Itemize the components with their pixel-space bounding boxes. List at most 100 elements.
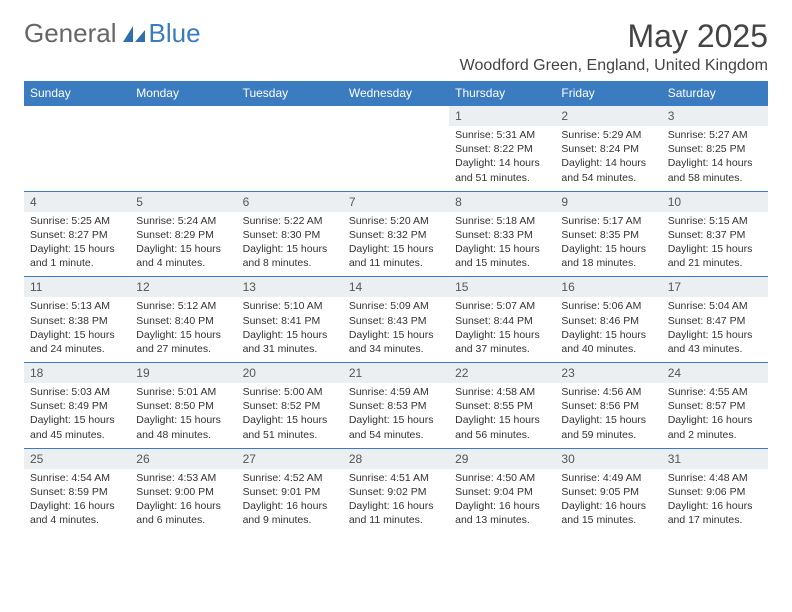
- weekday-header: Saturday: [662, 81, 768, 106]
- sunrise-text: Sunrise: 5:10 AM: [243, 299, 337, 313]
- sunset-text: Sunset: 8:57 PM: [668, 399, 762, 413]
- day-number-cell: 11: [24, 277, 130, 298]
- weekday-header: Tuesday: [237, 81, 343, 106]
- daylight-text: Daylight: 15 hours and 21 minutes.: [668, 242, 762, 270]
- day-data-cell: Sunrise: 5:15 AMSunset: 8:37 PMDaylight:…: [662, 212, 768, 277]
- calendar-table: Sunday Monday Tuesday Wednesday Thursday…: [24, 81, 768, 533]
- day-number-row: 123: [24, 106, 768, 127]
- sunset-text: Sunset: 8:29 PM: [136, 228, 230, 242]
- day-data-cell: Sunrise: 4:48 AMSunset: 9:06 PMDaylight:…: [662, 469, 768, 534]
- day-number-row: 25262728293031: [24, 448, 768, 469]
- day-data-cell: Sunrise: 5:10 AMSunset: 8:41 PMDaylight:…: [237, 297, 343, 362]
- sunrise-text: Sunrise: 5:04 AM: [668, 299, 762, 313]
- sunrise-text: Sunrise: 4:52 AM: [243, 471, 337, 485]
- daylight-text: Daylight: 15 hours and 45 minutes.: [30, 413, 124, 441]
- day-data-cell: Sunrise: 4:53 AMSunset: 9:00 PMDaylight:…: [130, 469, 236, 534]
- day-data-cell: Sunrise: 4:56 AMSunset: 8:56 PMDaylight:…: [555, 383, 661, 448]
- sunrise-text: Sunrise: 5:15 AM: [668, 214, 762, 228]
- day-number-cell: 19: [130, 363, 236, 384]
- sunrise-text: Sunrise: 5:18 AM: [455, 214, 549, 228]
- day-number-cell: [130, 106, 236, 127]
- daylight-text: Daylight: 16 hours and 13 minutes.: [455, 499, 549, 527]
- sunrise-text: Sunrise: 4:48 AM: [668, 471, 762, 485]
- day-data-cell: [130, 126, 236, 191]
- day-data-cell: Sunrise: 5:29 AMSunset: 8:24 PMDaylight:…: [555, 126, 661, 191]
- daylight-text: Daylight: 15 hours and 18 minutes.: [561, 242, 655, 270]
- day-number-cell: 14: [343, 277, 449, 298]
- day-data-cell: [24, 126, 130, 191]
- daylight-text: Daylight: 15 hours and 27 minutes.: [136, 328, 230, 356]
- daylight-text: Daylight: 15 hours and 4 minutes.: [136, 242, 230, 270]
- day-data-cell: Sunrise: 5:31 AMSunset: 8:22 PMDaylight:…: [449, 126, 555, 191]
- daylight-text: Daylight: 15 hours and 54 minutes.: [349, 413, 443, 441]
- sunset-text: Sunset: 8:46 PM: [561, 314, 655, 328]
- day-number-cell: 10: [662, 191, 768, 212]
- sunrise-text: Sunrise: 4:49 AM: [561, 471, 655, 485]
- title-block: May 2025: [627, 18, 768, 55]
- sunrise-text: Sunrise: 5:13 AM: [30, 299, 124, 313]
- day-data-cell: Sunrise: 5:27 AMSunset: 8:25 PMDaylight:…: [662, 126, 768, 191]
- daylight-text: Daylight: 16 hours and 11 minutes.: [349, 499, 443, 527]
- day-number-cell: 2: [555, 106, 661, 127]
- sunset-text: Sunset: 8:50 PM: [136, 399, 230, 413]
- sunrise-text: Sunrise: 4:51 AM: [349, 471, 443, 485]
- sunset-text: Sunset: 8:59 PM: [30, 485, 124, 499]
- day-data-cell: Sunrise: 5:25 AMSunset: 8:27 PMDaylight:…: [24, 212, 130, 277]
- sunset-text: Sunset: 8:35 PM: [561, 228, 655, 242]
- day-data-row: Sunrise: 5:13 AMSunset: 8:38 PM Daylight:…: [24, 297, 768, 362]
- sunset-text: Sunset: 9:02 PM: [349, 485, 443, 499]
- sunrise-text: Sunrise: 5:03 AM: [30, 385, 124, 399]
- sunrise-text: Sunrise: 4:56 AM: [561, 385, 655, 399]
- day-number-cell: 21: [343, 363, 449, 384]
- day-data-cell: Sunrise: 5:09 AMSunset: 8:43 PMDaylight:…: [343, 297, 449, 362]
- day-number-cell: 29: [449, 448, 555, 469]
- sunrise-text: Sunrise: 5:06 AM: [561, 299, 655, 313]
- sunset-text: Sunset: 8:44 PM: [455, 314, 549, 328]
- daylight-text: Daylight: 16 hours and 4 minutes.: [30, 499, 124, 527]
- daylight-text: Daylight: 14 hours and 54 minutes.: [561, 156, 655, 184]
- day-data-cell: Sunrise: 4:52 AMSunset: 9:01 PMDaylight:…: [237, 469, 343, 534]
- day-number-cell: 23: [555, 363, 661, 384]
- sunset-text: Sunset: 8:22 PM: [455, 142, 549, 156]
- day-data-cell: Sunrise: 5:13 AMSunset: 8:38 PMDaylight:…: [24, 297, 130, 362]
- daylight-text: Daylight: 15 hours and 34 minutes.: [349, 328, 443, 356]
- daylight-text: Daylight: 14 hours and 58 minutes.: [668, 156, 762, 184]
- sunset-text: Sunset: 9:06 PM: [668, 485, 762, 499]
- location-text: Woodford Green, England, United Kingdom: [24, 57, 768, 75]
- sails-icon: [121, 24, 147, 44]
- day-number-cell: 16: [555, 277, 661, 298]
- day-number-row: 45678910: [24, 191, 768, 212]
- sunset-text: Sunset: 8:30 PM: [243, 228, 337, 242]
- day-data-cell: Sunrise: 5:03 AMSunset: 8:49 PMDaylight:…: [24, 383, 130, 448]
- day-number-cell: 27: [237, 448, 343, 469]
- weekday-header: Friday: [555, 81, 661, 106]
- sunset-text: Sunset: 8:41 PM: [243, 314, 337, 328]
- sunrise-text: Sunrise: 5:09 AM: [349, 299, 443, 313]
- day-data-cell: Sunrise: 5:00 AMSunset: 8:52 PMDaylight:…: [237, 383, 343, 448]
- day-data-cell: Sunrise: 5:24 AMSunset: 8:29 PMDaylight:…: [130, 212, 236, 277]
- day-data-row: Sunrise: 5:03 AMSunset: 8:49 PMDaylight:…: [24, 383, 768, 448]
- sunset-text: Sunset: 8:40 PM: [136, 314, 230, 328]
- sunrise-text: Sunrise: 5:24 AM: [136, 214, 230, 228]
- sunrise-text: Sunrise: 5:22 AM: [243, 214, 337, 228]
- day-number-cell: 3: [662, 106, 768, 127]
- daylight-text: Daylight: 15 hours and 11 minutes.: [349, 242, 443, 270]
- daylight-text: Daylight: 15 hours and 15 minutes.: [455, 242, 549, 270]
- daylight-text: Daylight: 15 hours and 31 minutes.: [243, 328, 337, 356]
- sunset-text: Sunset: 8:38 PM: [30, 314, 124, 328]
- daylight-text: Daylight: 15 hours and 48 minutes.: [136, 413, 230, 441]
- sunset-text: Sunset: 8:55 PM: [455, 399, 549, 413]
- sunrise-text: Sunrise: 5:31 AM: [455, 128, 549, 142]
- day-data-cell: Sunrise: 5:18 AMSunset: 8:33 PMDaylight:…: [449, 212, 555, 277]
- day-data-cell: [237, 126, 343, 191]
- daylight-text: Daylight: 15 hours and 51 minutes.: [243, 413, 337, 441]
- weekday-header: Sunday: [24, 81, 130, 106]
- day-number-cell: 24: [662, 363, 768, 384]
- sunrise-text: Sunrise: 5:07 AM: [455, 299, 549, 313]
- header-row: General Blue May 2025: [24, 18, 768, 55]
- day-number-cell: [237, 106, 343, 127]
- month-title: May 2025: [627, 18, 768, 55]
- sunset-text: Sunset: 8:47 PM: [668, 314, 762, 328]
- sunset-text: Sunset: 8:43 PM: [349, 314, 443, 328]
- day-number-cell: 1: [449, 106, 555, 127]
